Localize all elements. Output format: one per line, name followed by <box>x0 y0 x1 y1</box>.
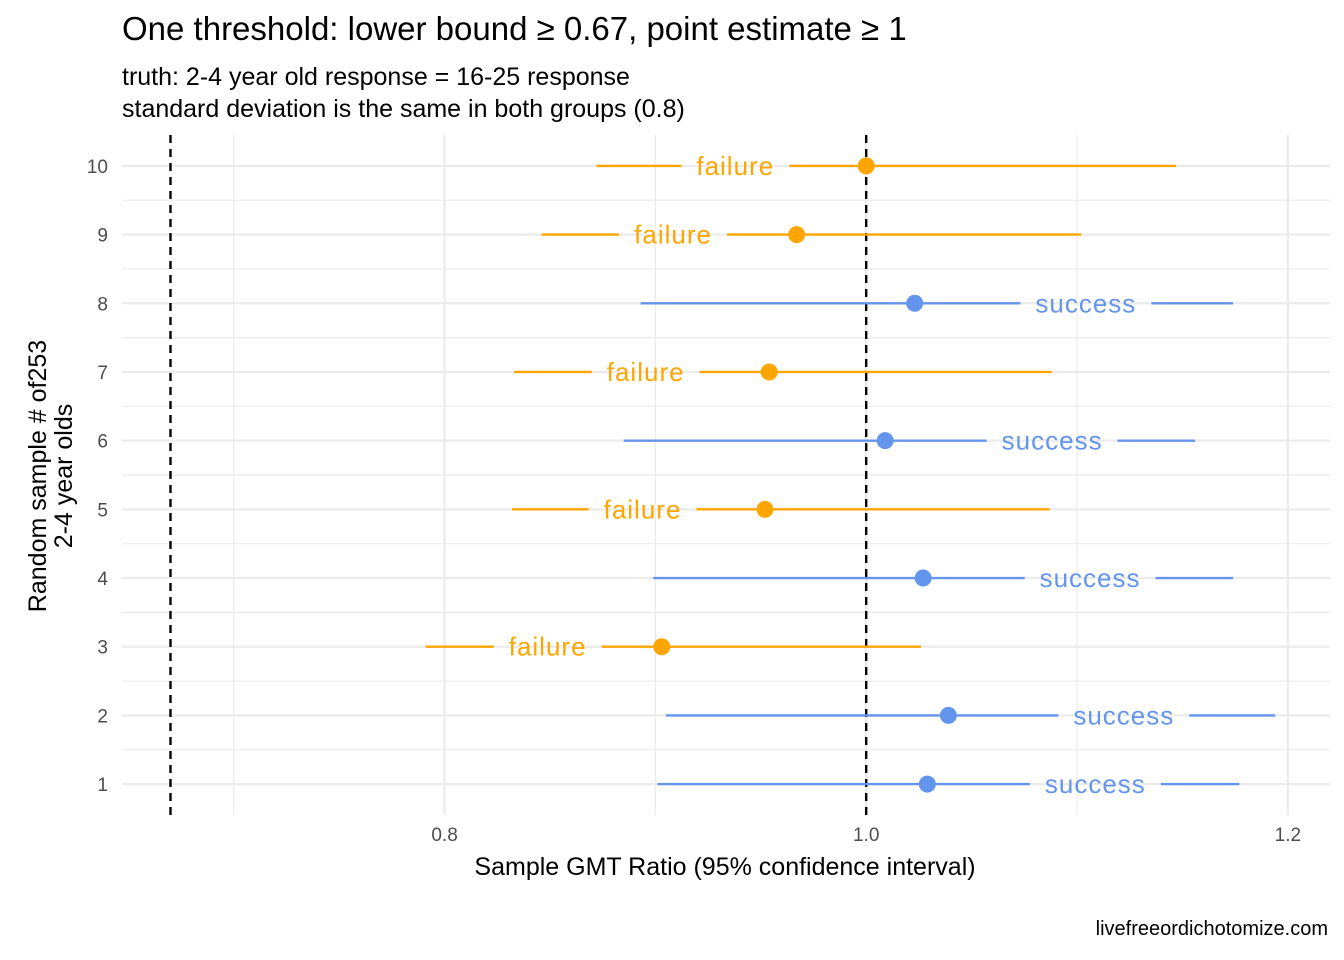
sample-3: failure <box>425 632 922 662</box>
subtitle-line-1: truth: 2-4 year old response = 16-25 res… <box>122 63 630 91</box>
y-tick-label: 6 <box>97 432 108 453</box>
y-axis-ticks: 1 2 3 4 5 6 7 8 9 10 <box>87 157 109 796</box>
x-tick-label: 1.0 <box>853 825 879 846</box>
x-tick-label: 0.8 <box>431 825 457 846</box>
result-label: success <box>1002 426 1103 456</box>
result-label: success <box>1045 769 1146 799</box>
point-estimate <box>756 500 774 518</box>
y-tick-label: 10 <box>87 157 108 178</box>
sample-10: failure <box>596 151 1177 181</box>
result-label: failure <box>604 494 682 524</box>
y-axis-title-line-2: 2-4 year olds <box>50 404 78 549</box>
result-label: success <box>1073 700 1174 730</box>
point-estimate <box>906 294 924 312</box>
point-estimate <box>857 157 875 175</box>
reference-lines <box>169 135 868 815</box>
point-estimate <box>939 706 957 724</box>
y-tick-label: 8 <box>97 294 108 315</box>
point-estimate <box>788 226 806 244</box>
sample-8: success <box>640 288 1234 318</box>
result-label: failure <box>634 220 712 250</box>
result-label: success <box>1040 563 1141 593</box>
result-label: failure <box>607 357 685 387</box>
y-tick-label: 3 <box>97 638 108 659</box>
y-axis-title: Random sample # of253 2-4 year olds <box>24 340 78 612</box>
chart-title: One threshold: lower bound ≥ 0.67, point… <box>122 10 907 47</box>
point-estimate <box>914 569 932 587</box>
y-tick-label: 2 <box>97 706 108 727</box>
sample-1: success <box>657 769 1240 799</box>
x-axis-title: Sample GMT Ratio (95% confidence interva… <box>474 853 975 881</box>
sample-5: failure <box>512 494 1050 524</box>
sample-9: failure <box>541 220 1082 250</box>
point-estimate <box>876 432 894 450</box>
y-tick-label: 5 <box>97 500 108 521</box>
x-tick-label: 1.2 <box>1275 825 1301 846</box>
result-label: failure <box>696 151 774 181</box>
chart-subtitle: truth: 2-4 year old response = 16-25 res… <box>122 61 685 125</box>
point-estimate <box>918 775 936 793</box>
point-estimate <box>653 638 671 656</box>
y-tick-label: 9 <box>97 226 108 247</box>
y-tick-label: 4 <box>97 569 108 590</box>
sample-2: success <box>665 700 1276 730</box>
caption: livefreeordichotomize.com <box>1095 918 1328 940</box>
y-axis-title-line-1: Random sample # of253 <box>24 340 52 612</box>
subtitle-line-2: standard deviation is the same in both g… <box>122 95 685 123</box>
y-tick-label: 1 <box>97 775 108 796</box>
point-estimate <box>760 363 778 381</box>
sample-4: success <box>653 563 1234 593</box>
result-label: failure <box>509 632 587 662</box>
y-tick-label: 7 <box>97 363 108 384</box>
sample-7: failure <box>514 357 1052 387</box>
data-marks: success success failure success failure succe… <box>425 151 1276 799</box>
sample-6: success <box>623 426 1196 456</box>
result-label: success <box>1035 288 1136 318</box>
x-axis-ticks: 0.8 1.0 1.2 <box>431 825 1301 846</box>
